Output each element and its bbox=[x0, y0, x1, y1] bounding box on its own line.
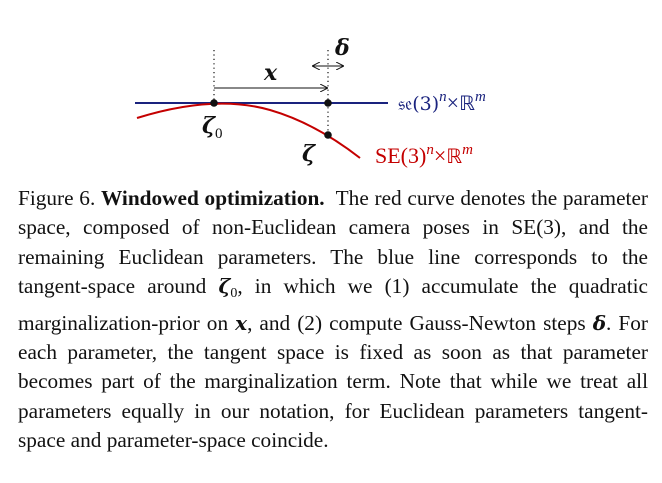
label-zeta0-symbol: ζ bbox=[202, 113, 216, 139]
tangent-label-base: 𝔰𝔢(3) bbox=[398, 93, 439, 115]
caption-text-1: The red curve denotes the parameter spac… bbox=[18, 186, 648, 299]
param-label-R: ℝ bbox=[446, 144, 462, 168]
parameter-space-label: SE(3)n×ℝm bbox=[375, 142, 473, 168]
figure-caption: Figure 6. Windowed optimization. The red… bbox=[18, 184, 648, 456]
tangent-label-times: × bbox=[447, 90, 459, 115]
tangent-label-R: ℝ bbox=[459, 91, 475, 115]
label-zeta0-subscript: 0 bbox=[215, 126, 223, 142]
param-label-times: × bbox=[434, 143, 446, 168]
tangent-label-sup-m: m bbox=[475, 89, 486, 105]
point-tangent-step bbox=[324, 99, 332, 107]
caption-sym-delta: δ bbox=[592, 310, 607, 335]
param-label-sup-m: m bbox=[462, 142, 473, 158]
label-delta: δ bbox=[334, 35, 350, 61]
caption-sym-x: x bbox=[235, 310, 248, 335]
caption-figure-number: Figure 6. bbox=[18, 186, 96, 210]
caption-text-4: . For each parameter, the tangent space … bbox=[18, 310, 648, 453]
param-label-base: SE(3) bbox=[375, 143, 426, 168]
label-x: x bbox=[263, 60, 278, 86]
caption-text-3: , and (2) compute Gauss-Newton steps bbox=[247, 310, 593, 335]
param-label-sup-n: n bbox=[426, 142, 434, 158]
tangent-label-sup-n: n bbox=[439, 89, 447, 105]
label-zeta: ζ bbox=[302, 141, 316, 167]
point-zeta0 bbox=[210, 99, 218, 107]
caption-sym-zeta-sub: 0 bbox=[230, 286, 238, 302]
parameter-space-curve bbox=[136, 102, 361, 159]
caption-text-2: , in which we (1) accu­mulate the quadra… bbox=[18, 274, 649, 335]
label-zeta0: ζ0 bbox=[202, 113, 223, 142]
point-zeta bbox=[324, 131, 332, 139]
caption-sym-zeta: ζ bbox=[218, 274, 231, 299]
tangent-space-label: 𝔰𝔢(3)n×ℝm bbox=[398, 89, 486, 115]
caption-title: Windowed optimization. bbox=[101, 186, 325, 210]
figure-diagram: x δ ζ0 ζ 𝔰𝔢(3)n×ℝm SE(3)n×ℝm bbox=[0, 0, 662, 180]
tangent-space-diagram: x δ ζ0 ζ 𝔰𝔢(3)n×ℝm SE(3)n×ℝm bbox=[135, 35, 486, 168]
